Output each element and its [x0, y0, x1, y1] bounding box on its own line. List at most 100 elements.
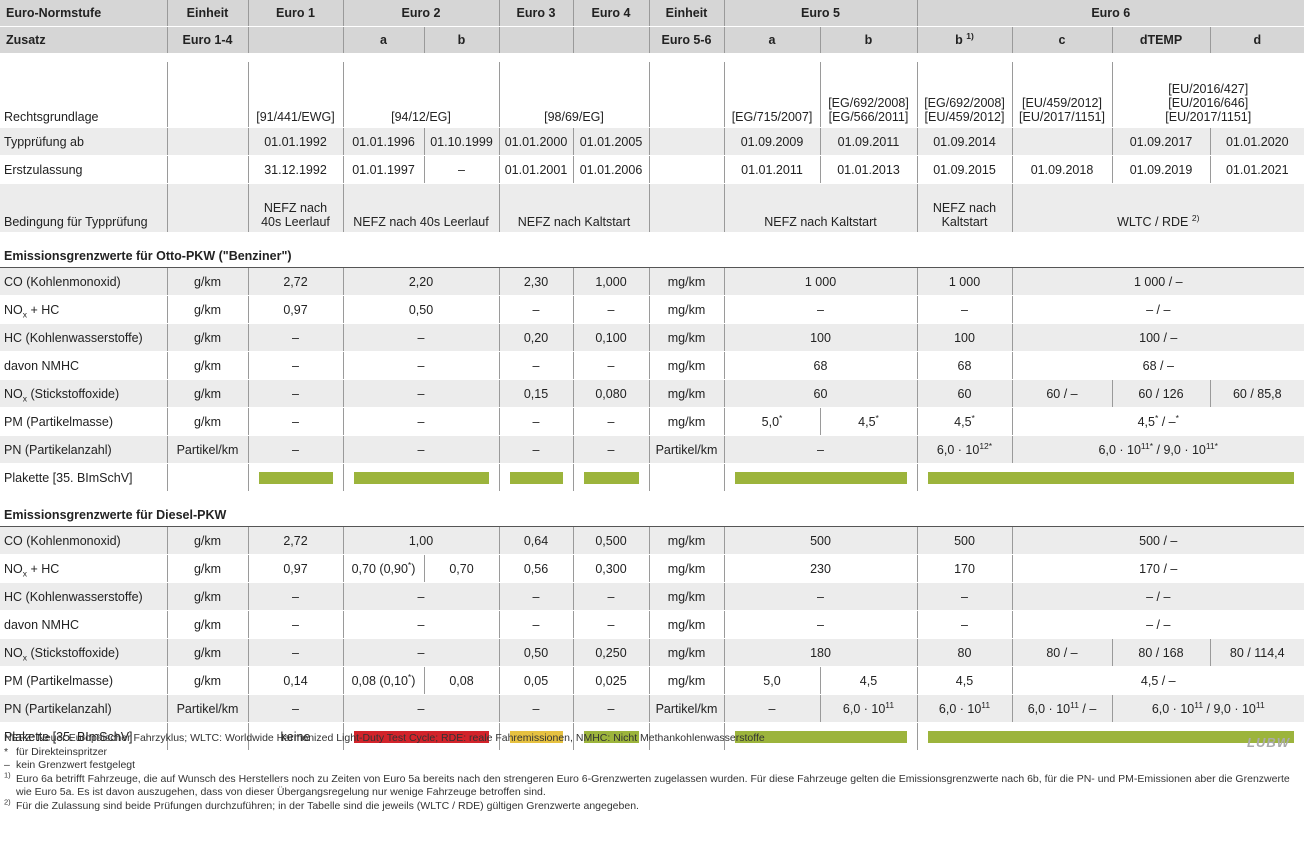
superscript: 11	[1194, 699, 1204, 710]
plakette-badge	[927, 730, 1295, 743]
table-cell: 4,5*	[819, 407, 917, 436]
marker-text: –	[4, 759, 10, 771]
table-cell: g/km	[166, 351, 248, 380]
table-cell: 01.01.2011	[723, 155, 820, 184]
table-cell: Partikel/km	[648, 435, 724, 464]
table-cell: –	[723, 295, 917, 324]
marker-text: *	[4, 745, 9, 758]
table-cell: mg/km	[648, 407, 724, 436]
table-cell: 5,0	[723, 666, 820, 695]
table-cell: –	[572, 295, 649, 324]
table-cell: 6,0 · 1012*	[916, 435, 1012, 464]
table-cell: HC (Kohlenwasserstoffe)	[0, 582, 167, 611]
table-row: Plakette [35. BImSchV]	[0, 463, 1304, 492]
table-cell: 0,97	[247, 295, 343, 324]
table-cell: 01.01.1996	[342, 127, 424, 156]
table-cell: –	[342, 638, 499, 667]
text: NO	[4, 561, 23, 576]
table-cell: –	[498, 610, 573, 639]
table-cell: g/km	[166, 407, 248, 436]
table-cell: mg/km	[648, 554, 724, 583]
table-row: PM (Partikelmasse) g/km – – – – mg/km 5,0* 4,5* 4…	[0, 407, 1304, 436]
table-cell: mg/km	[648, 295, 724, 324]
table-cell: –	[916, 295, 1012, 324]
plakette-badge	[509, 730, 563, 743]
plakette-badge	[734, 471, 907, 484]
table-cell: CO (Kohlenmonoxid)	[0, 267, 167, 296]
table-cell: –	[342, 379, 499, 408]
plakette-badge	[583, 730, 639, 743]
text: 0,08 (0,10	[351, 673, 408, 688]
table-cell: 170	[916, 554, 1012, 583]
table-cell: 2,72	[247, 267, 343, 296]
table-cell: Euro 3	[498, 0, 573, 27]
table-cell: 230	[723, 554, 917, 583]
table-cell: g/km	[166, 295, 248, 324]
table-cell	[723, 463, 917, 492]
table-cell: 0,08	[423, 666, 499, 695]
section-title-row: Emissionsgrenzwerte für Diesel-PKW	[0, 498, 1304, 527]
table-cell: Einheit	[166, 0, 248, 27]
superscript: 11*	[1205, 440, 1218, 451]
table-cell	[498, 722, 573, 751]
table-cell: Euro 5-6	[648, 26, 724, 54]
table-cell: b	[423, 26, 499, 54]
superscript: 11*	[1140, 440, 1154, 451]
table-cell: 6,0 · 1011* / 9,0 · 1011*	[1011, 435, 1304, 464]
table-cell: mg/km	[648, 379, 724, 408]
superscript: *	[971, 412, 975, 423]
table-cell: – / –	[1011, 582, 1304, 611]
table-cell: CO (Kohlenmonoxid)	[0, 526, 167, 555]
plakette-badge	[734, 730, 907, 743]
footnote-text: NEFZ: Neuer Europäischer Fahrzyklus; WLT…	[4, 732, 765, 744]
table-cell: PM (Partikelmasse)	[0, 407, 167, 436]
table-cell	[572, 26, 649, 54]
table-cell	[166, 127, 248, 156]
table-cell: [94/12/EG]	[342, 62, 499, 128]
spacer-cell	[0, 54, 1304, 63]
table-cell: 68	[916, 351, 1012, 380]
table-cell: b	[819, 26, 917, 54]
table-row: Typprüfung ab 01.01.1992 01.01.1996 01.10.1…	[0, 127, 1304, 156]
table-cell: 6,0 · 1011 / 9,0 · 1011	[1111, 694, 1304, 723]
footnote-marker: *	[4, 746, 16, 760]
table-cell: 0,15	[498, 379, 573, 408]
table-cell: NOx + HC	[0, 554, 167, 583]
table-cell: HC (Kohlenwasserstoffe)	[0, 323, 167, 352]
table-cell: 100	[723, 323, 917, 352]
footnotes: NEFZ: Neuer Europäischer Fahrzyklus; WLT…	[0, 732, 1304, 813]
table-cell: 0,50	[498, 638, 573, 667]
table-cell: mg/km	[648, 638, 724, 667]
superscript: 11	[981, 699, 991, 710]
table-cell: Partikel/km	[166, 694, 248, 723]
table-cell: –	[247, 610, 343, 639]
superscript: 11	[885, 699, 895, 710]
table-cell: –	[498, 351, 573, 380]
table-cell: 500	[916, 526, 1012, 555]
footnote-marker: –	[4, 759, 16, 773]
text: 0,70 (0,90	[351, 561, 408, 576]
table-cell: [EU/2016/427] [EU/2016/646] [EU/2017/115…	[1111, 62, 1304, 128]
table-cell	[166, 722, 248, 751]
superscript: 11	[1255, 699, 1265, 710]
table-cell: 500	[723, 526, 917, 555]
footnote: 1) Euro 6a betrifft Fahrzeuge, die auf Wu…	[0, 771, 1304, 800]
table-cell: Euro 6	[916, 0, 1304, 27]
table-cell: Zusatz	[0, 26, 167, 54]
text: b	[955, 33, 967, 47]
table-cell	[247, 463, 343, 492]
table-row: NOx (Stickstoffoxide) g/km – –0,50 0,250 mg/k…	[0, 638, 1304, 667]
table-row: davon NMHC g/km – – – – mg/km – – – / –	[0, 610, 1304, 639]
table-row: PN (Partikelanzahl) Partikel/km – – – – Partik…	[0, 694, 1304, 723]
table-cell: 80 / 168	[1111, 638, 1210, 667]
footnote-text: Euro 6a betrifft Fahrzeuge, die auf Wuns…	[16, 772, 1290, 799]
table-cell: 4,5	[819, 666, 917, 695]
table-cell: [EU/459/2012] [EU/2017/1151]	[1011, 62, 1112, 128]
table-cell: 1,000	[572, 267, 649, 296]
table-cell: davon NMHC	[0, 610, 167, 639]
table-cell: [EG/692/2008] [EU/459/2012]	[916, 62, 1012, 128]
table-cell: 170 / –	[1011, 554, 1304, 583]
table-cell: a	[342, 26, 424, 54]
